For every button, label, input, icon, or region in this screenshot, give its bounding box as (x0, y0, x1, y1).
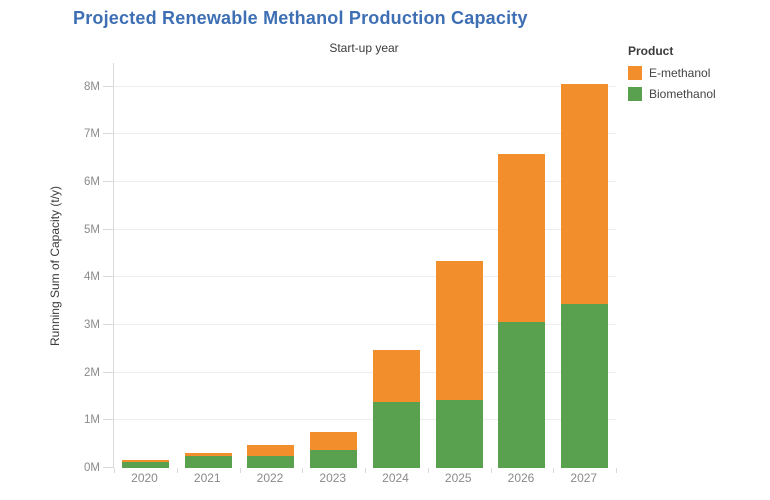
x-tick-mark (553, 468, 555, 473)
y-tick-label: 2M (84, 366, 100, 379)
bar-segment-biomethanol-2027[interactable] (561, 304, 609, 468)
legend-swatch-e-methanol (628, 65, 642, 80)
legend-item-e-methanol[interactable]: E-methanol (628, 65, 716, 80)
y-tick-label: 5M (84, 223, 100, 236)
y-gridline-8M (114, 85, 616, 87)
x-tick-label-2021: 2021 (193, 471, 221, 485)
y-gridline-6M (114, 181, 616, 183)
y-tick-label: 1M (84, 414, 100, 427)
x-tick-label-2026: 2026 (507, 471, 535, 485)
y-axis-title: Running Sum of Capacity (t/y) (48, 185, 62, 347)
bar-segment-biomethanol-2026[interactable] (498, 322, 546, 468)
x-tick-label-2025: 2025 (444, 471, 472, 485)
bar-segment-e-methanol-2020[interactable] (121, 459, 169, 462)
legend-label: Biomethanol (649, 86, 716, 101)
y-tick-mark (103, 181, 113, 183)
y-gridline-2M (114, 371, 616, 373)
x-tick-mark (239, 468, 241, 473)
x-tick-mark (616, 468, 617, 473)
chart-title: Projected Renewable Methanol Production … (73, 8, 528, 28)
legend-swatch-biomethanol (628, 86, 642, 101)
bar-segment-e-methanol-2025[interactable] (435, 260, 483, 400)
bar-segment-e-methanol-2023[interactable] (310, 432, 358, 450)
x-tick-label-2027: 2027 (570, 471, 598, 485)
y-gridline-4M (114, 276, 616, 278)
legend-items: E-methanol Biomethanol (628, 65, 716, 101)
bar-segment-e-methanol-2026[interactable] (498, 154, 546, 323)
bar-segment-biomethanol-2023[interactable] (310, 449, 358, 468)
y-tick-mark (103, 419, 113, 421)
y-gridline-7M (114, 133, 616, 135)
y-tick-mark (103, 276, 113, 278)
y-tick-mark (103, 324, 113, 326)
legend-title: Product (628, 44, 674, 58)
y-gridline-5M (114, 228, 616, 230)
legend: Product E-methanol Biomethanol (628, 44, 716, 107)
y-tick-label: 8M (84, 80, 100, 93)
x-tick-mark (114, 468, 115, 473)
y-tick-label: 0M (84, 462, 100, 474)
x-tick-label-2023: 2023 (319, 471, 347, 485)
x-tick-mark (176, 468, 178, 473)
bar-segment-e-methanol-2022[interactable] (247, 444, 295, 457)
y-gridline-1M (114, 419, 616, 421)
y-tick-mark (103, 85, 113, 87)
bar-segment-biomethanol-2022[interactable] (247, 456, 295, 468)
legend-item-biomethanol[interactable]: Biomethanol (628, 86, 716, 101)
bar-segment-e-methanol-2027[interactable] (561, 83, 609, 305)
y-gridline-3M (114, 324, 616, 326)
bar-segment-biomethanol-2021[interactable] (184, 456, 232, 468)
x-tick-mark (365, 468, 366, 473)
y-tick-label: 7M (84, 128, 100, 141)
x-tick-mark (427, 468, 429, 473)
x-tick-mark (490, 468, 492, 473)
x-tick-label-2020: 2020 (131, 471, 158, 485)
y-tick-mark (103, 467, 113, 468)
plot-area (103, 63, 617, 473)
y-tick-label: 3M (84, 319, 100, 332)
y-tick-mark (103, 228, 113, 230)
y-tick-mark (103, 133, 113, 135)
bar-segment-biomethanol-2024[interactable] (372, 402, 420, 468)
bar-segment-biomethanol-2020[interactable] (121, 461, 169, 468)
y-tick-mark (103, 371, 113, 373)
x-tick-label-2022: 2022 (256, 471, 284, 485)
bar-segment-biomethanol-2025[interactable] (435, 399, 483, 468)
y-tick-label: 4M (84, 271, 100, 284)
x-tick-mark (302, 468, 304, 473)
bar-segment-e-methanol-2024[interactable] (372, 349, 420, 403)
bar-segment-e-methanol-2021[interactable] (184, 452, 232, 457)
x-axis-title: Start-up year (329, 41, 399, 55)
legend-label: E-methanol (649, 65, 711, 80)
y-tick-label: 6M (84, 176, 100, 189)
x-tick-label-2024: 2024 (382, 471, 409, 485)
